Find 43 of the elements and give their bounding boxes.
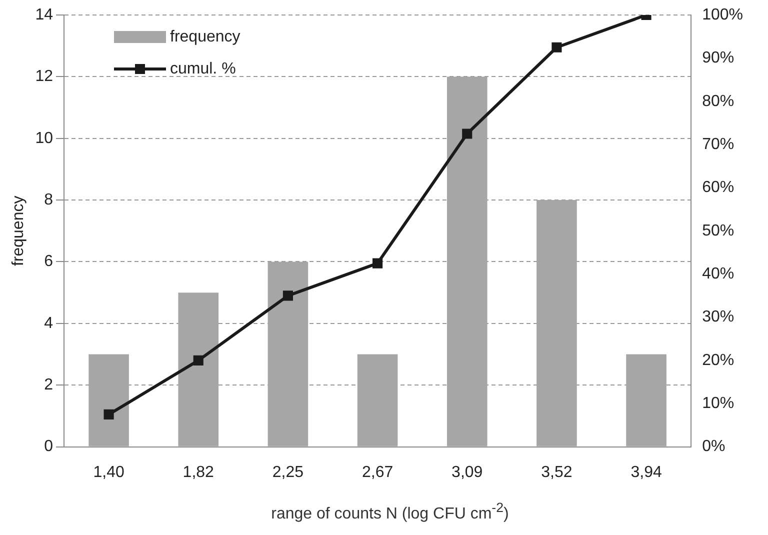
bar	[178, 292, 219, 446]
y2-tick-label: 40%	[702, 265, 734, 282]
y-axis-title: frequency	[10, 196, 28, 266]
point	[372, 258, 383, 268]
y-tick-label: 4	[44, 314, 54, 332]
y-tick-label: 0	[44, 438, 54, 456]
bar	[268, 262, 308, 446]
bar	[357, 354, 398, 446]
y2-tick-label: 90%	[702, 50, 734, 67]
y2-tick-label: 100%	[702, 6, 743, 24]
x-tick-label: 2,25	[272, 464, 304, 481]
point	[552, 42, 562, 52]
y-tick-label: 6	[44, 253, 54, 270]
y-tick-label: 14	[35, 6, 54, 24]
x-tick-label: 3,09	[452, 464, 483, 481]
y-tick-label: 12	[35, 68, 54, 86]
bar	[88, 354, 129, 446]
bar	[446, 76, 488, 446]
bar	[626, 354, 666, 446]
bar	[536, 200, 577, 446]
x-tick-label: 3,94	[630, 464, 662, 481]
y2-tick-label: 30%	[702, 308, 734, 326]
y-tick-label: 10	[35, 130, 54, 147]
y2-tick-label: 50%	[702, 222, 734, 240]
y2-tick-label: 70%	[702, 136, 734, 153]
y2-tick-label: 0%	[702, 438, 726, 456]
x-axis-title: range of counts N (log CFU cm$^{-2}$)	[270, 500, 510, 524]
point	[104, 409, 114, 420]
point	[462, 128, 472, 139]
y2-tick-label: 60%	[702, 179, 734, 196]
y-tick-label: 2	[44, 376, 54, 394]
x-tick-label: 3,52	[541, 464, 572, 481]
y2-tick-label: 80%	[702, 92, 734, 110]
y2-tick-label: 20%	[702, 352, 734, 369]
x-tick-label: 1,40	[93, 464, 124, 481]
y2-tick-label: 10%	[702, 395, 734, 412]
x-tick-label: 1,82	[182, 464, 214, 481]
legend-label: frequency	[170, 28, 240, 46]
x-tick-label: 2,67	[362, 464, 394, 481]
point	[282, 290, 293, 301]
legend-label: cumul. %	[170, 60, 236, 78]
point	[193, 355, 204, 366]
y-tick-label: 8	[44, 191, 54, 208]
